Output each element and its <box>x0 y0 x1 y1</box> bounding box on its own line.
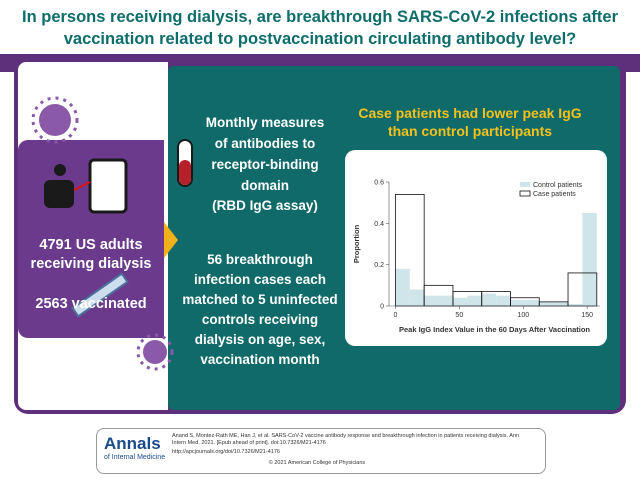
vaccinated-text: 2563 vaccinated <box>35 296 147 312</box>
title: In persons receiving dialysis, are break… <box>22 8 618 48</box>
bar <box>510 299 525 306</box>
chart: 0 0.2 0.4 0.6 0 50 100 150 Peak IgG Index Value … <box>345 150 607 346</box>
population-text: 4791 US adults receiving dialysis <box>30 237 152 272</box>
y-tick-label: 0.4 <box>374 221 384 228</box>
y-tick-label: 0 <box>380 304 384 311</box>
url: http://apcjournals.org/doi/10.7326/M21-4… <box>172 449 280 455</box>
bar <box>409 289 425 306</box>
bar <box>438 295 453 306</box>
legend-label: Case patients <box>533 191 576 198</box>
bar <box>496 295 511 306</box>
bar <box>481 293 497 306</box>
y-tick-label: 0.6 <box>374 180 384 187</box>
logo-sub: of Internal Medicine <box>104 454 166 461</box>
chart-title: Case patients had lower peak IgG than co… <box>358 105 582 139</box>
chart-bg <box>345 150 607 346</box>
test-tube <box>177 139 193 187</box>
bar <box>424 295 439 306</box>
design-text: 56 breakthrough infection cases each mat… <box>182 252 338 367</box>
y-tick-label: 0.2 <box>374 262 384 269</box>
bar <box>452 297 468 306</box>
logo: Annals <box>104 434 161 453</box>
virus <box>31 96 79 144</box>
x-tick-label: 150 <box>581 312 593 319</box>
bar <box>539 301 554 306</box>
citation: Anand S, Montez-Rath ME, Han J, et al. S… <box>172 433 519 446</box>
y-axis-label: Proportion <box>352 224 361 263</box>
arrow <box>164 222 178 258</box>
copyright: © 2021 American College of Physicians <box>268 460 366 466</box>
legend-label: Control patients <box>533 182 583 189</box>
x-tick-label: 0 <box>393 312 397 319</box>
measures-text: Monthly measures of antibodies to recept… <box>205 115 325 193</box>
bar <box>553 301 569 306</box>
dialysis-icon <box>44 158 128 214</box>
syringe <box>71 272 129 318</box>
x-tick-label: 100 <box>517 312 529 319</box>
x-tick-label: 50 <box>455 312 463 319</box>
bar <box>467 295 482 306</box>
legend-swatch <box>520 182 530 187</box>
virus <box>136 333 174 371</box>
bar <box>568 303 583 306</box>
footer-box <box>96 428 546 474</box>
bar <box>582 213 597 306</box>
bar <box>395 268 410 306</box>
legend-swatch <box>519 190 531 197</box>
x-axis-label: Peak IgG Index Value in the 60 Days Afte… <box>399 325 590 334</box>
assay-text: (RBD IgG assay) <box>212 198 318 213</box>
bar <box>524 299 540 306</box>
